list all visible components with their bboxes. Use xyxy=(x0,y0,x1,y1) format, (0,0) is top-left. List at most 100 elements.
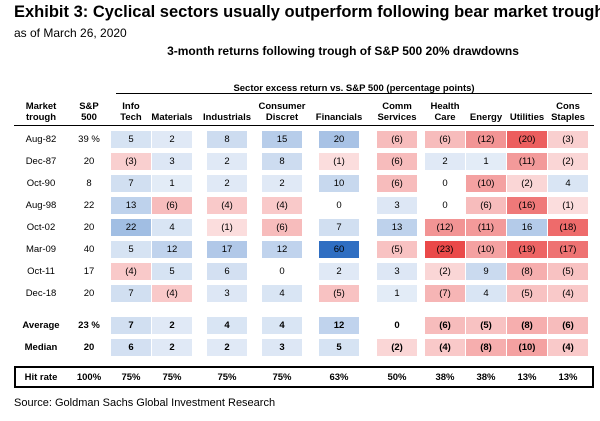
heatmap-cell: 12 xyxy=(152,241,192,258)
heatmap-cell: (8) xyxy=(507,317,547,334)
heatmap-cell: 2 xyxy=(207,175,247,192)
heatmap-cell: 3 xyxy=(207,285,247,302)
heatmap-cell: 2 xyxy=(152,339,192,356)
hit-rate-value: 13% xyxy=(517,372,537,383)
sp500-return: 8 xyxy=(86,178,92,189)
heatmap-cell: (2) xyxy=(425,263,465,280)
column-header: Cons Staples xyxy=(551,101,585,123)
sp500-return: 20 xyxy=(83,156,95,167)
heatmap-cell: (19) xyxy=(507,241,547,258)
row-label: Average xyxy=(22,320,60,331)
heatmap-cell: 2 xyxy=(425,153,465,170)
heatmap-cell: (11) xyxy=(466,219,506,236)
heatmap-cell: 6 xyxy=(207,263,247,280)
heatmap-cell: 6 xyxy=(111,339,151,356)
heatmap-cell: 2 xyxy=(207,339,247,356)
heatmap-cell: (6) xyxy=(262,219,302,236)
heatmap-cell: (4) xyxy=(152,285,192,302)
heatmap-cell: 12 xyxy=(262,241,302,258)
heatmap-cell: (1) xyxy=(207,219,247,236)
heatmap-cell: 10 xyxy=(319,175,359,192)
heatmap-cell: 8 xyxy=(262,153,302,170)
hit-rate-value: 75% xyxy=(272,372,292,383)
hit-rate-sp500: 100% xyxy=(76,372,102,383)
heatmap-cell: 22 xyxy=(111,219,151,236)
column-header: Energy xyxy=(469,112,503,123)
column-header: Info Tech xyxy=(120,101,142,123)
heatmap-cell: (10) xyxy=(466,241,506,258)
heatmap-cell: (5) xyxy=(319,285,359,302)
heatmap-cell: 4 xyxy=(262,317,302,334)
heatmap-cell: (6) xyxy=(377,153,417,170)
row-label: Mar-09 xyxy=(25,244,57,255)
heatmap-cell: (6) xyxy=(377,131,417,148)
heatmap-cell: (12) xyxy=(425,219,465,236)
column-header: Comm Services xyxy=(377,101,417,123)
group-header-rule xyxy=(116,93,592,94)
heatmap-cell: (2) xyxy=(507,175,547,192)
heatmap-cell: (4) xyxy=(262,197,302,214)
heatmap-cell: 15 xyxy=(262,131,302,148)
sp500-return: 23 % xyxy=(78,320,100,331)
heatmap-cell: 0 xyxy=(336,200,342,211)
heatmap-cell: 4 xyxy=(466,285,506,302)
heatmap-cell: 5 xyxy=(111,131,151,148)
heatmap-cell: 5 xyxy=(152,263,192,280)
heatmap-cell: 0 xyxy=(279,266,285,277)
heatmap-cell: (4) xyxy=(111,263,151,280)
heatmap-cell: (8) xyxy=(507,263,547,280)
hit-rate-value: 38% xyxy=(435,372,455,383)
heatmap-cell: (3) xyxy=(548,131,588,148)
heatmap-cell: (10) xyxy=(466,175,506,192)
heatmap-cell: 2 xyxy=(207,153,247,170)
heatmap-cell: 0 xyxy=(442,178,448,189)
row-label: Median xyxy=(24,342,58,353)
heatmap-cell: 3 xyxy=(377,197,417,214)
heatmap-cell: (6) xyxy=(425,317,465,334)
heatmap-cell: 0 xyxy=(442,200,448,211)
heatmap-cell: 7 xyxy=(111,317,151,334)
hit-rate-label: Hit rate xyxy=(24,372,58,383)
heatmap-cell: 3 xyxy=(262,339,302,356)
heatmap-cell: 17 xyxy=(207,241,247,258)
heatmap-cell: (8) xyxy=(466,339,506,356)
heatmap-cell: (5) xyxy=(377,241,417,258)
source-note: Source: Goldman Sachs Global Investment … xyxy=(14,397,276,409)
hit-rate-value: 75% xyxy=(121,372,141,383)
heatmap-cell: (17) xyxy=(548,241,588,258)
column-header: Health Care xyxy=(430,101,460,123)
hit-rate-box xyxy=(14,366,594,388)
heatmap-cell: 60 xyxy=(319,241,359,258)
chart-title: 3-month returns following trough of S&P … xyxy=(167,44,519,58)
hit-rate-value: 75% xyxy=(217,372,237,383)
column-header: Utilities xyxy=(509,112,545,123)
heatmap-cell: 1 xyxy=(152,175,192,192)
row-label: Aug-82 xyxy=(25,134,57,145)
heatmap-cell: (5) xyxy=(466,317,506,334)
heatmap-cell: (18) xyxy=(548,219,588,236)
heatmap-cell: 0 xyxy=(394,320,400,331)
heatmap-cell: 3 xyxy=(152,153,192,170)
heatmap-cell: 12 xyxy=(319,317,359,334)
sp500-return: 17 xyxy=(83,266,95,277)
heatmap-cell: (5) xyxy=(507,285,547,302)
hit-rate-value: 13% xyxy=(558,372,578,383)
exhibit-subtitle: as of March 26, 2020 xyxy=(14,26,127,40)
heatmap-cell: (2) xyxy=(548,153,588,170)
header-divider xyxy=(14,125,594,126)
row-label: Aug-98 xyxy=(25,200,57,211)
column-header: Financials xyxy=(315,112,363,123)
heatmap-cell: 4 xyxy=(262,285,302,302)
heatmap-cell: (4) xyxy=(425,339,465,356)
heatmap-cell: 4 xyxy=(152,219,192,236)
row-label: Dec-87 xyxy=(25,156,57,167)
column-header: Consumer Discret xyxy=(258,101,306,123)
heatmap-cell: (7) xyxy=(425,285,465,302)
heatmap-cell: (6) xyxy=(425,131,465,148)
column-header: Industrials xyxy=(202,112,252,123)
heatmap-cell: 2 xyxy=(262,175,302,192)
heatmap-cell: (20) xyxy=(507,131,547,148)
sp500-return: 39 % xyxy=(78,134,100,145)
exhibit-title: Exhibit 3: Cyclical sectors usually outp… xyxy=(14,3,600,21)
heatmap-cell: (1) xyxy=(319,153,359,170)
